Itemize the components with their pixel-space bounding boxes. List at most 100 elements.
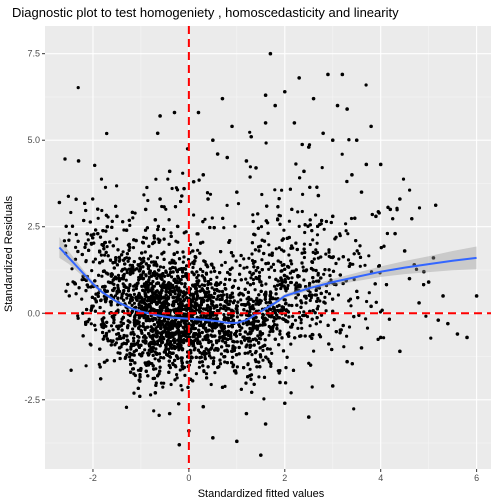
cloud-point	[126, 289, 131, 293]
cloud-point	[204, 315, 208, 319]
cloud-point	[205, 298, 209, 303]
cloud-point	[182, 340, 186, 345]
cloud-point	[317, 333, 321, 337]
cloud-point	[132, 391, 136, 395]
cloud-point	[238, 291, 242, 295]
cloud-point	[365, 326, 370, 330]
cloud-point	[117, 255, 121, 259]
cloud-point	[236, 286, 241, 290]
cloud-point	[347, 325, 352, 329]
cloud-point	[203, 217, 207, 221]
cloud-point	[118, 258, 122, 262]
cloud-point	[98, 365, 102, 369]
cloud-point	[254, 302, 258, 306]
cloud-point	[269, 362, 273, 366]
cloud-point	[254, 338, 258, 342]
cloud-point	[164, 289, 168, 294]
cloud-point	[323, 268, 327, 272]
cloud-point	[122, 258, 126, 262]
cloud-point	[137, 296, 141, 300]
cloud-point	[273, 188, 277, 192]
cloud-point	[194, 286, 198, 290]
cloud-point	[132, 288, 136, 292]
cloud-point	[89, 285, 93, 289]
cloud-point	[126, 309, 130, 313]
cloud-point	[223, 260, 227, 265]
cloud-point	[114, 256, 118, 260]
cloud-point	[104, 331, 109, 336]
cloud-point	[309, 296, 313, 300]
cloud-point	[139, 257, 143, 261]
cloud-point	[128, 245, 132, 250]
cloud-point	[408, 188, 412, 192]
cloud-point	[312, 257, 316, 261]
cloud-point	[374, 300, 378, 304]
cloud-point	[89, 241, 93, 245]
cloud-point	[154, 177, 158, 181]
cloud-point	[166, 177, 170, 181]
cloud-point	[166, 282, 170, 286]
cloud-point	[354, 239, 358, 243]
cloud-point	[134, 286, 138, 291]
cloud-point	[90, 269, 94, 273]
cloud-point	[277, 343, 281, 347]
cloud-point	[101, 285, 105, 289]
cloud-point	[210, 286, 214, 290]
cloud-point	[198, 289, 202, 293]
cloud-point	[194, 372, 198, 376]
cloud-point	[181, 260, 185, 264]
cloud-point	[80, 252, 84, 257]
cloud-point	[140, 251, 144, 255]
cloud-point	[141, 265, 145, 269]
cloud-point	[198, 267, 203, 271]
cloud-point	[327, 250, 331, 254]
cloud-point	[318, 299, 322, 303]
cloud-point	[128, 313, 132, 318]
cloud-point	[195, 270, 199, 274]
cloud-point	[219, 352, 223, 356]
cloud-point	[279, 260, 283, 264]
cloud-point	[181, 270, 185, 274]
cloud-point	[189, 339, 193, 343]
cloud-point	[209, 340, 213, 344]
cloud-point	[315, 316, 319, 320]
cloud-point	[242, 257, 246, 261]
cloud-point	[180, 282, 184, 286]
cloud-point	[245, 309, 249, 313]
cloud-point	[203, 279, 207, 283]
cloud-point	[238, 272, 242, 276]
cloud-point	[314, 322, 318, 326]
cloud-point	[260, 332, 265, 336]
cloud-point	[283, 280, 288, 284]
cloud-point	[333, 237, 337, 241]
cloud-point	[233, 279, 237, 283]
cloud-point	[269, 291, 273, 295]
cloud-point	[171, 265, 175, 270]
cloud-point	[314, 293, 318, 297]
cloud-point	[137, 264, 141, 268]
cloud-point	[177, 280, 181, 284]
cloud-point	[158, 369, 162, 373]
cloud-point	[175, 373, 179, 377]
cloud-point	[206, 265, 210, 269]
cloud-point	[223, 355, 227, 359]
cloud-point	[311, 238, 315, 242]
cloud-point	[152, 234, 156, 238]
cloud-point	[250, 353, 254, 357]
cloud-point	[171, 351, 175, 355]
cloud-point	[278, 329, 282, 333]
cloud-point	[167, 359, 171, 363]
cloud-point	[192, 272, 196, 276]
cloud-point	[294, 162, 298, 166]
cloud-point	[105, 131, 109, 136]
cloud-point	[116, 286, 120, 290]
cloud-point	[167, 273, 171, 277]
cloud-point	[151, 284, 155, 289]
cloud-point	[239, 387, 243, 391]
cloud-point	[129, 332, 133, 336]
cloud-point	[156, 296, 160, 300]
cloud-point	[276, 205, 280, 209]
cloud-point	[262, 251, 266, 256]
cloud-point	[220, 289, 225, 294]
cloud-point	[191, 341, 196, 345]
